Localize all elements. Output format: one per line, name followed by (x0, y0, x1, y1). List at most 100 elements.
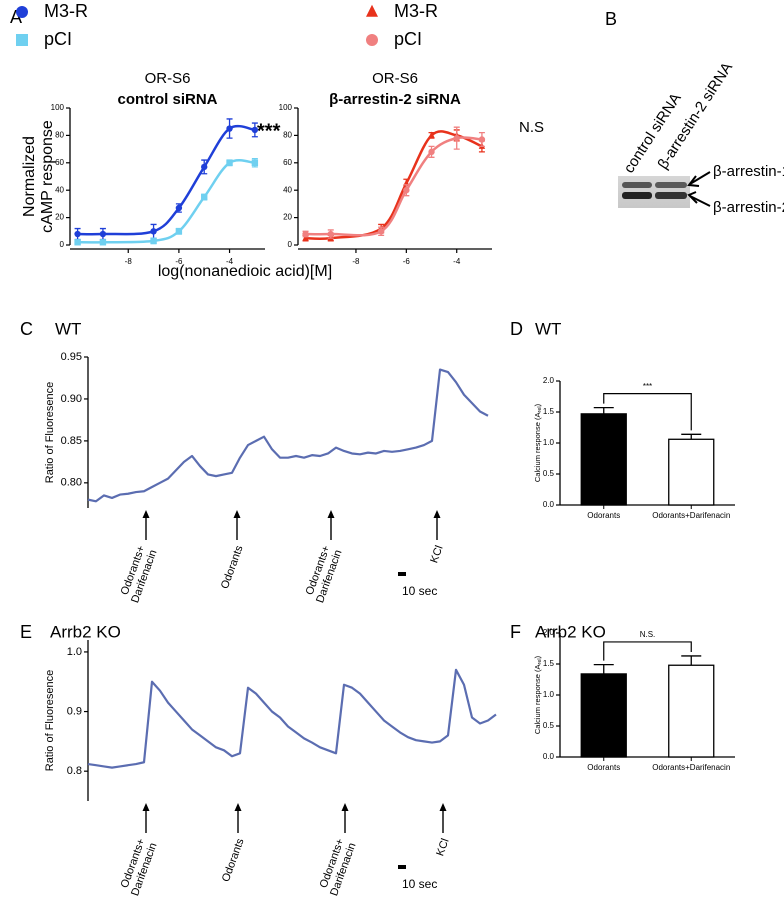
significance: *** (257, 120, 281, 142)
stimulus-arrowhead (233, 510, 241, 518)
marker (251, 126, 259, 134)
y-tick-label: 100 (279, 103, 293, 112)
marker (74, 230, 81, 238)
chart-subtitle: β-arrestin-2 siRNA (329, 91, 461, 108)
bar (668, 664, 715, 758)
y-tick-label: 80 (55, 131, 64, 140)
marker (377, 228, 385, 235)
panel-title: Arrb2 KO (50, 622, 121, 641)
bar (580, 413, 627, 506)
marker (201, 193, 208, 201)
y-tick-label: 0 (288, 240, 293, 249)
marker (175, 228, 183, 235)
y-axis-label: cAMP response (39, 120, 56, 233)
y-tick-label: 100 (51, 103, 65, 112)
panel-title: Arrb2 KO (535, 622, 606, 641)
stimulus-label-line: KCl (434, 837, 451, 858)
y-axis-label: Normalized (21, 136, 38, 217)
significance: N.S. (640, 630, 656, 639)
marker (74, 239, 81, 246)
stimulus-arrowhead (341, 803, 349, 811)
chart-subtitle: control siRNA (117, 91, 217, 108)
band-label: β-arrestin-1 (713, 163, 784, 180)
x-tick-label: -6 (175, 257, 183, 266)
marker (175, 204, 183, 212)
y-tick-label: 60 (55, 158, 64, 167)
stimulus-label-line: Odorants (220, 836, 247, 883)
band-label: β-arrestin-2 (713, 199, 784, 216)
y-axis-label-part: rel (537, 406, 543, 412)
y-tick-label: 0.0 (543, 752, 555, 761)
x-tick-label: -6 (403, 257, 411, 266)
curve (77, 159, 256, 244)
y-axis-label: Ratio of Fluoresence (44, 382, 56, 484)
chart-title: OR-S6 (372, 70, 418, 87)
y-tick-label: 0.0 (543, 500, 555, 509)
x-tick-label: Odorants (587, 511, 620, 520)
bar (580, 673, 627, 758)
stimulus-label: Odorants+Darifenacin (316, 837, 358, 898)
y-tick-label: 1.0 (543, 438, 555, 447)
panel-letter: B (605, 9, 617, 29)
curve (305, 136, 483, 237)
blot-image (618, 176, 690, 208)
legend-marker (366, 34, 378, 46)
panel-letter: F (510, 622, 521, 642)
y-tick-label: 0.80 (61, 477, 82, 489)
y-axis-label-part: Calcium response (A (533, 413, 542, 483)
blot-arrows (687, 171, 711, 207)
stimulus-arrowhead (439, 803, 447, 811)
y-tick-label: 0.8 (67, 765, 82, 777)
y-tick-label: 1.0 (67, 646, 82, 658)
stimulus-arrowhead (433, 510, 441, 518)
panel-letter: E (20, 622, 32, 642)
stimulus-label: KCl (434, 837, 451, 858)
legend-marker (366, 4, 378, 17)
stimulus-label: KCl (428, 544, 445, 565)
y-axis-label-part: ) (533, 655, 542, 658)
y-tick-label: 2.0 (543, 376, 555, 385)
stimulus-arrowhead (142, 803, 150, 811)
stimulus-label: Odorants (220, 836, 247, 883)
marker (201, 163, 208, 171)
marker (327, 230, 334, 238)
y-tick-label: 1.5 (543, 659, 555, 668)
y-tick-label: 20 (283, 213, 292, 222)
legend-marker (16, 34, 28, 46)
panel-letter: D (510, 319, 523, 339)
y-tick-label: 0.90 (61, 393, 82, 405)
y-axis-label: Calcium response (Arel) (533, 403, 543, 482)
x-tick-label: -8 (125, 257, 133, 266)
trace (87, 368, 489, 503)
marker (150, 228, 157, 235)
bar (668, 438, 715, 506)
x-tick-label: Odorants (587, 763, 620, 772)
panel-letter: C (20, 319, 33, 339)
marker (428, 131, 435, 138)
y-tick-label: 0.95 (61, 351, 82, 363)
marker (302, 230, 309, 238)
y-tick-label: 80 (283, 131, 292, 140)
y-tick-label: 0.9 (67, 705, 82, 717)
panel-title: WT (55, 319, 81, 338)
stimulus-arrowhead (234, 803, 242, 811)
stimulus-label: Odorants+Darifenacin (302, 544, 344, 605)
stimulus-arrowhead (327, 510, 335, 518)
scale-bar (398, 572, 406, 576)
x-tick-label: -8 (352, 257, 360, 266)
scale-label: 10 sec (402, 584, 437, 598)
y-tick-label: 0 (60, 240, 65, 249)
stimulus-label: Odorants+Darifenacin (117, 837, 159, 898)
marker (428, 148, 435, 156)
marker (226, 125, 233, 132)
legend-label: pCI (44, 29, 72, 49)
significance: N.S (519, 119, 544, 136)
marker (453, 134, 460, 142)
x-axis-label: log(nonanedioic acid)[M] (158, 263, 332, 280)
y-tick-label: 0.5 (543, 721, 555, 730)
y-tick-label: 20 (55, 213, 64, 222)
stimulus-label-line: Odorants (219, 543, 246, 590)
marker (99, 239, 107, 246)
x-tick-label: Odorants+Darifenacin (652, 511, 730, 520)
y-tick-label: 1.5 (543, 407, 555, 416)
